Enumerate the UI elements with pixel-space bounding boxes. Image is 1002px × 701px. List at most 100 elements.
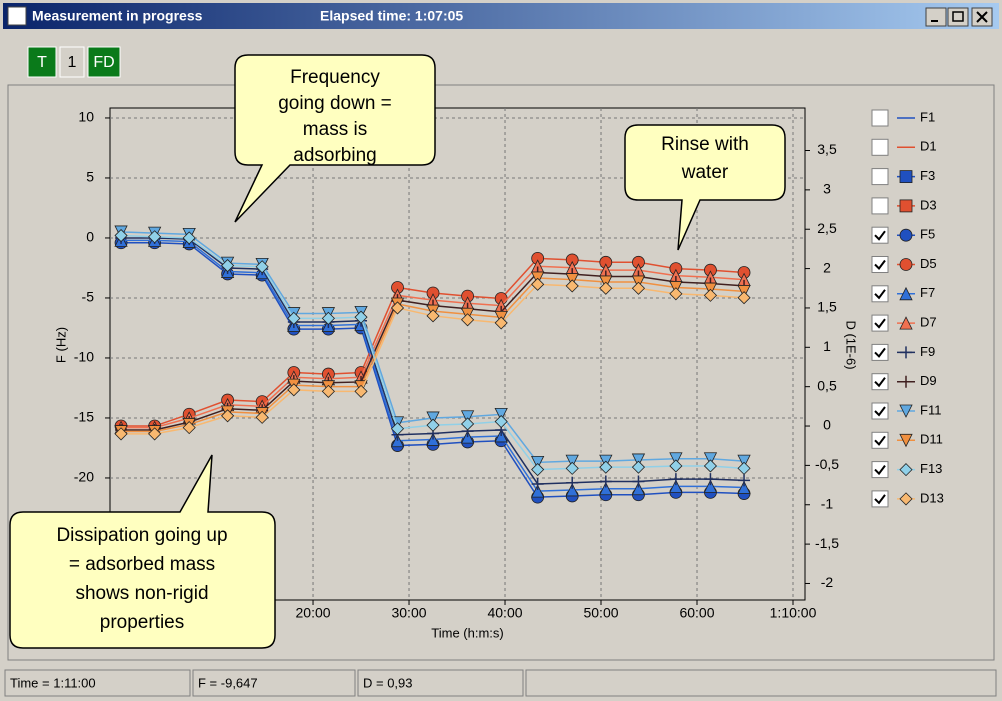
marker bbox=[599, 281, 613, 295]
legend-checkbox[interactable] bbox=[871, 197, 889, 215]
app-icon bbox=[7, 6, 27, 26]
status-bar: Time = 1:11:00 F = -9,647 D = 0,93 bbox=[3, 668, 999, 698]
status-f: F = -9,647 bbox=[198, 675, 258, 690]
legend-checkbox[interactable] bbox=[871, 138, 889, 156]
marker bbox=[460, 410, 475, 424]
legend-checkbox[interactable] bbox=[871, 314, 889, 332]
status-field bbox=[4, 669, 191, 697]
marker bbox=[255, 260, 269, 274]
x-tick-label: 40:00 bbox=[487, 605, 522, 621]
y2-tick-label: 1 bbox=[823, 338, 831, 354]
legend-checkbox[interactable] bbox=[871, 168, 889, 186]
marker bbox=[426, 309, 440, 323]
status-background bbox=[3, 668, 999, 698]
callout-text: shows non-rigid bbox=[75, 583, 208, 604]
marker bbox=[494, 414, 508, 429]
legend-checkbox[interactable] bbox=[871, 461, 889, 479]
status-field bbox=[192, 669, 356, 697]
minimize-button[interactable] bbox=[925, 7, 947, 27]
marker bbox=[354, 310, 368, 324]
legend-checkbox[interactable] bbox=[871, 226, 889, 244]
status-field bbox=[525, 669, 997, 697]
marker bbox=[114, 228, 128, 243]
callout-bubble bbox=[234, 54, 436, 223]
marker bbox=[390, 301, 405, 315]
legend-check bbox=[874, 347, 886, 358]
y2-tick-label: -1,5 bbox=[815, 535, 839, 551]
callout-text: going down = bbox=[278, 93, 392, 114]
y-tick-label: -5 bbox=[82, 289, 95, 305]
marker bbox=[669, 452, 683, 466]
marker bbox=[631, 481, 646, 496]
y-tick-label: 10 bbox=[78, 109, 94, 125]
legend-check bbox=[874, 289, 886, 300]
x-tick-label: 1:10:00 bbox=[770, 605, 817, 621]
marker bbox=[426, 411, 440, 425]
marker bbox=[494, 316, 508, 330]
toolbar-label: 1 bbox=[68, 54, 77, 71]
marker bbox=[899, 228, 913, 242]
legend-check bbox=[874, 259, 886, 271]
status-field bbox=[357, 669, 524, 697]
marker bbox=[565, 454, 579, 469]
marker bbox=[494, 407, 508, 422]
legend-checkbox[interactable] bbox=[871, 343, 889, 361]
close-icon bbox=[976, 11, 988, 23]
y-tick-label: -10 bbox=[74, 349, 94, 365]
legend-check bbox=[874, 465, 886, 476]
marker bbox=[899, 433, 913, 448]
legend-label: F11 bbox=[920, 402, 941, 417]
toolbar-button[interactable] bbox=[59, 46, 85, 78]
marker bbox=[631, 460, 646, 474]
legend-checkbox[interactable] bbox=[871, 109, 889, 127]
marker bbox=[531, 455, 545, 470]
y-tick-label: 0 bbox=[86, 229, 94, 245]
x-tick-label: 20:00 bbox=[296, 605, 331, 621]
marker bbox=[354, 384, 368, 398]
legend-checkbox[interactable] bbox=[871, 490, 889, 508]
marker bbox=[565, 279, 579, 293]
marker bbox=[599, 460, 613, 474]
legend-checkbox[interactable] bbox=[871, 431, 889, 449]
marker bbox=[899, 316, 913, 330]
marker bbox=[531, 477, 544, 490]
marker bbox=[899, 463, 913, 477]
legend-check bbox=[874, 435, 886, 446]
marker bbox=[899, 258, 913, 271]
callout-text: mass is bbox=[303, 119, 367, 140]
legend-label: D7 bbox=[920, 315, 937, 330]
marker bbox=[737, 291, 751, 305]
elapsed-time: Elapsed time: 1:07:05 bbox=[320, 8, 463, 24]
y2-axis-label: D (1E-6) bbox=[844, 320, 859, 369]
marker bbox=[221, 409, 235, 423]
marker bbox=[900, 375, 912, 388]
legend-label: F5 bbox=[920, 227, 935, 242]
legend-label: F1 bbox=[920, 109, 935, 124]
legend-checkbox[interactable] bbox=[871, 285, 889, 303]
legend-checkbox[interactable] bbox=[871, 256, 889, 273]
marker bbox=[148, 427, 162, 441]
y2-tick-label: 3,5 bbox=[817, 141, 837, 157]
marker bbox=[255, 410, 269, 424]
legend-label: D11 bbox=[920, 432, 943, 447]
legend-checkbox[interactable] bbox=[871, 402, 889, 420]
marker bbox=[390, 422, 405, 436]
marker bbox=[899, 286, 913, 301]
legend-check bbox=[874, 377, 886, 388]
y2-tick-label: 1,5 bbox=[817, 299, 837, 315]
maximize-icon bbox=[952, 11, 964, 22]
title-bar bbox=[3, 3, 999, 29]
legend-check bbox=[874, 406, 886, 417]
callout-bubble bbox=[9, 454, 276, 649]
callout-text: water bbox=[681, 162, 729, 183]
marker bbox=[426, 418, 440, 432]
toolbar-button[interactable] bbox=[87, 46, 121, 78]
toolbar-button[interactable] bbox=[27, 46, 57, 78]
y2-tick-label: 3 bbox=[823, 181, 831, 197]
callouts: Frequency going down = mass is adsorbing Rin… bbox=[9, 54, 786, 649]
legend-label: D9 bbox=[920, 373, 937, 388]
legend-label: F13 bbox=[920, 461, 942, 476]
marker bbox=[114, 427, 128, 441]
maximize-button[interactable] bbox=[947, 7, 969, 27]
legend-checkbox[interactable] bbox=[871, 373, 889, 391]
